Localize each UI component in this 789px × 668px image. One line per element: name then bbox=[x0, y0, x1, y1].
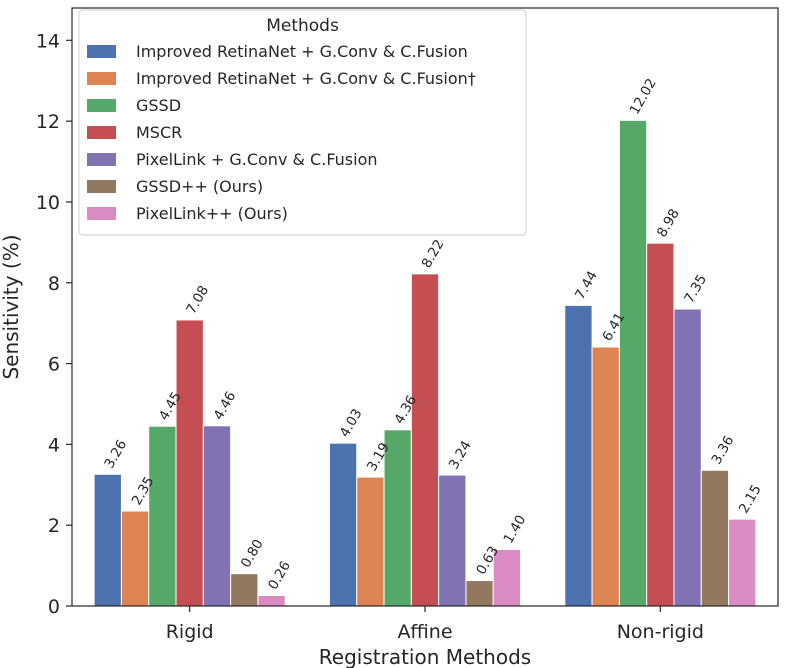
x-tick-label: Non-rigid bbox=[617, 621, 704, 643]
bar bbox=[646, 242, 675, 607]
legend-label: GSSD++ (Ours) bbox=[136, 177, 263, 196]
legend-swatch bbox=[87, 45, 116, 58]
x-tick-label: Affine bbox=[397, 621, 452, 643]
legend-box bbox=[78, 9, 527, 236]
bar bbox=[728, 518, 757, 607]
bar-value-label: 8.22 bbox=[419, 237, 448, 271]
x-axis-title: Registration Methods bbox=[319, 645, 531, 668]
legend-swatch bbox=[87, 153, 116, 166]
bar bbox=[564, 304, 593, 607]
bar-value-label: 7.44 bbox=[572, 268, 601, 302]
bar-value-label: 7.35 bbox=[681, 272, 710, 306]
bar bbox=[700, 469, 730, 607]
bar bbox=[492, 548, 522, 607]
bar-value-label: 2.15 bbox=[736, 482, 765, 516]
y-tick-label: 8 bbox=[48, 273, 60, 295]
legend-swatch bbox=[87, 99, 116, 112]
bar bbox=[175, 319, 204, 607]
y-tick-label: 12 bbox=[36, 111, 60, 133]
bar-value-label: 4.03 bbox=[337, 406, 366, 440]
bar-value-label: 3.24 bbox=[446, 438, 475, 472]
y-tick-label: 6 bbox=[48, 354, 60, 376]
bar-value-label: 3.26 bbox=[101, 437, 130, 471]
legend-label: MSCR bbox=[136, 123, 182, 142]
bar bbox=[230, 573, 259, 607]
bar-value-label: 8.98 bbox=[654, 206, 683, 240]
y-tick-label: 0 bbox=[48, 596, 60, 618]
legend-label: PixelLink + G.Conv & C.Fusion bbox=[136, 150, 378, 169]
bar-value-label: 3.36 bbox=[709, 433, 738, 467]
bar bbox=[148, 425, 177, 607]
bar bbox=[356, 476, 385, 607]
x-axis-ticks: Rigid Affine Non-rigid bbox=[166, 606, 704, 643]
bars-group bbox=[93, 119, 757, 607]
bar bbox=[257, 594, 286, 607]
bar bbox=[591, 346, 620, 607]
legend-items: Improved RetinaNet + G.Conv & C.Fusion Im… bbox=[87, 42, 476, 223]
legend-swatch bbox=[87, 180, 116, 193]
bar-value-label: 7.08 bbox=[183, 283, 212, 317]
bar-value-label: 4.46 bbox=[211, 389, 240, 423]
bar bbox=[328, 442, 358, 607]
bar bbox=[465, 580, 494, 607]
y-axis-ticks: 0 2 4 6 8 10 12 14 bbox=[36, 30, 72, 618]
legend-swatch bbox=[87, 126, 116, 139]
bar bbox=[202, 425, 232, 607]
x-tick-label: Rigid bbox=[166, 621, 214, 643]
y-tick-label: 14 bbox=[36, 30, 60, 52]
legend-label: Improved RetinaNet + G.Conv & C.Fusion bbox=[136, 42, 468, 61]
legend-label: PixelLink++ (Ours) bbox=[136, 204, 288, 223]
legend: Methods Improved RetinaNet + G.Conv & C.… bbox=[78, 9, 527, 236]
bar bbox=[673, 308, 702, 607]
bar-value-label: 1.40 bbox=[501, 512, 530, 546]
bar-value-label: 12.02 bbox=[627, 76, 660, 117]
bar bbox=[410, 273, 440, 607]
legend-swatch bbox=[87, 72, 116, 85]
legend-swatch bbox=[87, 207, 116, 220]
y-tick-label: 2 bbox=[48, 515, 60, 537]
bar bbox=[383, 429, 412, 607]
bar bbox=[438, 474, 467, 607]
legend-label: GSSD bbox=[136, 96, 181, 115]
bar bbox=[93, 473, 122, 607]
legend-title: Methods bbox=[266, 16, 339, 36]
bar-value-label: 0.80 bbox=[238, 537, 267, 571]
y-tick-label: 10 bbox=[36, 192, 60, 214]
bar bbox=[618, 119, 648, 607]
bar-value-label: 0.26 bbox=[265, 558, 294, 592]
y-axis-title: Sensitivity (%) bbox=[0, 234, 23, 379]
legend-label: Improved RetinaNet + G.Conv & C.Fusion† bbox=[136, 69, 476, 88]
bar bbox=[120, 510, 150, 607]
y-tick-label: 4 bbox=[48, 434, 60, 456]
